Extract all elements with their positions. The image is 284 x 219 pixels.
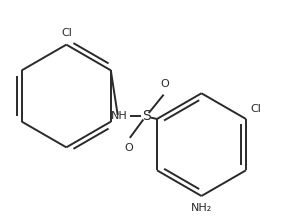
Text: O: O <box>124 143 133 153</box>
Text: Cl: Cl <box>250 104 261 114</box>
Text: NH: NH <box>111 111 128 121</box>
Text: S: S <box>142 109 151 123</box>
Text: Cl: Cl <box>61 28 72 38</box>
Text: O: O <box>160 79 169 89</box>
Text: NH₂: NH₂ <box>191 203 212 213</box>
